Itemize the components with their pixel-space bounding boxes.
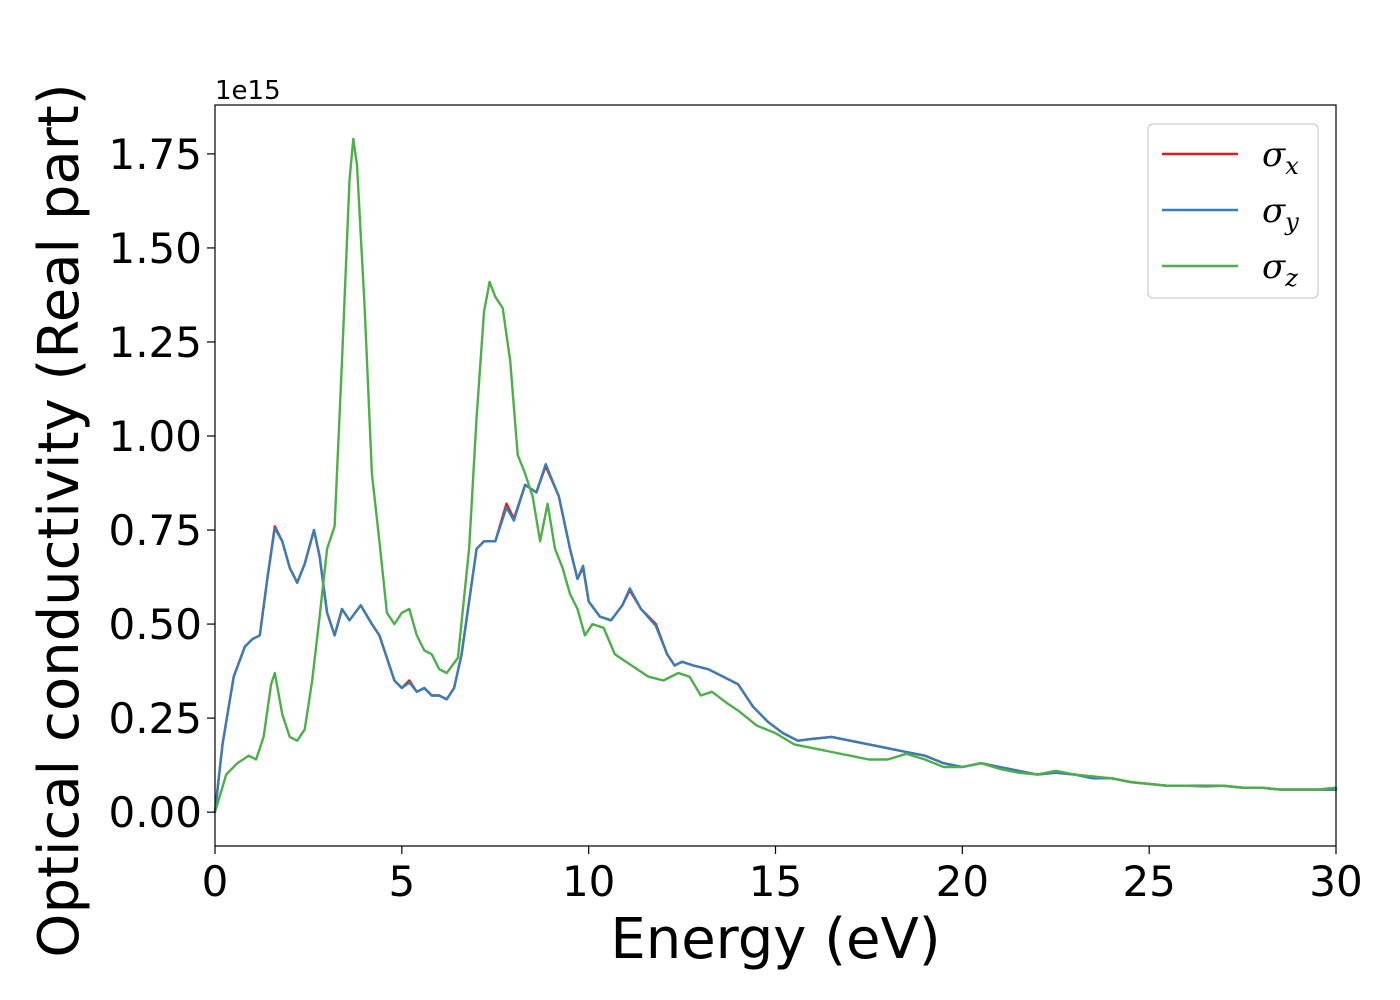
y-axis-ticks: 0.00 0.25 0.50 0.75 1.00 1.25 1.50 1.75 xyxy=(108,130,215,837)
y-tick-label: 1.75 xyxy=(108,130,202,179)
x-tick-label: 25 xyxy=(1122,857,1175,906)
series-layer xyxy=(213,137,1338,814)
series-line-y xyxy=(213,463,1338,814)
y-tick-label: 1.25 xyxy=(108,318,202,367)
x-tick-label: 20 xyxy=(936,857,989,906)
y-tick-label: 0.00 xyxy=(108,788,202,837)
y-axis-title: Optical conductivity (Real part) xyxy=(27,83,92,957)
legend-label-y: σy xyxy=(1262,191,1299,236)
x-tick-label: 10 xyxy=(562,857,615,906)
legend-label-x: σx xyxy=(1262,135,1299,180)
y-tick-label: 0.25 xyxy=(108,694,202,743)
x-tick-label: 15 xyxy=(749,857,802,906)
y-tick-label: 1.00 xyxy=(108,412,202,461)
x-axis-title: Energy (eV) xyxy=(610,907,940,972)
x-axis-ticks: 0 5 10 15 20 25 30 xyxy=(202,846,1363,906)
x-tick-label: 5 xyxy=(388,857,415,906)
y-axis-offset-label: 1e15 xyxy=(215,76,281,106)
legend-label-z: σz xyxy=(1262,247,1298,292)
x-tick-label: 30 xyxy=(1309,857,1362,906)
y-tick-label: 0.50 xyxy=(108,600,202,649)
legend: σx σy σz xyxy=(1147,123,1319,299)
series-line-z xyxy=(213,137,1338,814)
y-tick-label: 0.75 xyxy=(108,506,202,555)
y-tick-label: 1.50 xyxy=(108,224,202,273)
x-tick-label: 0 xyxy=(202,857,229,906)
